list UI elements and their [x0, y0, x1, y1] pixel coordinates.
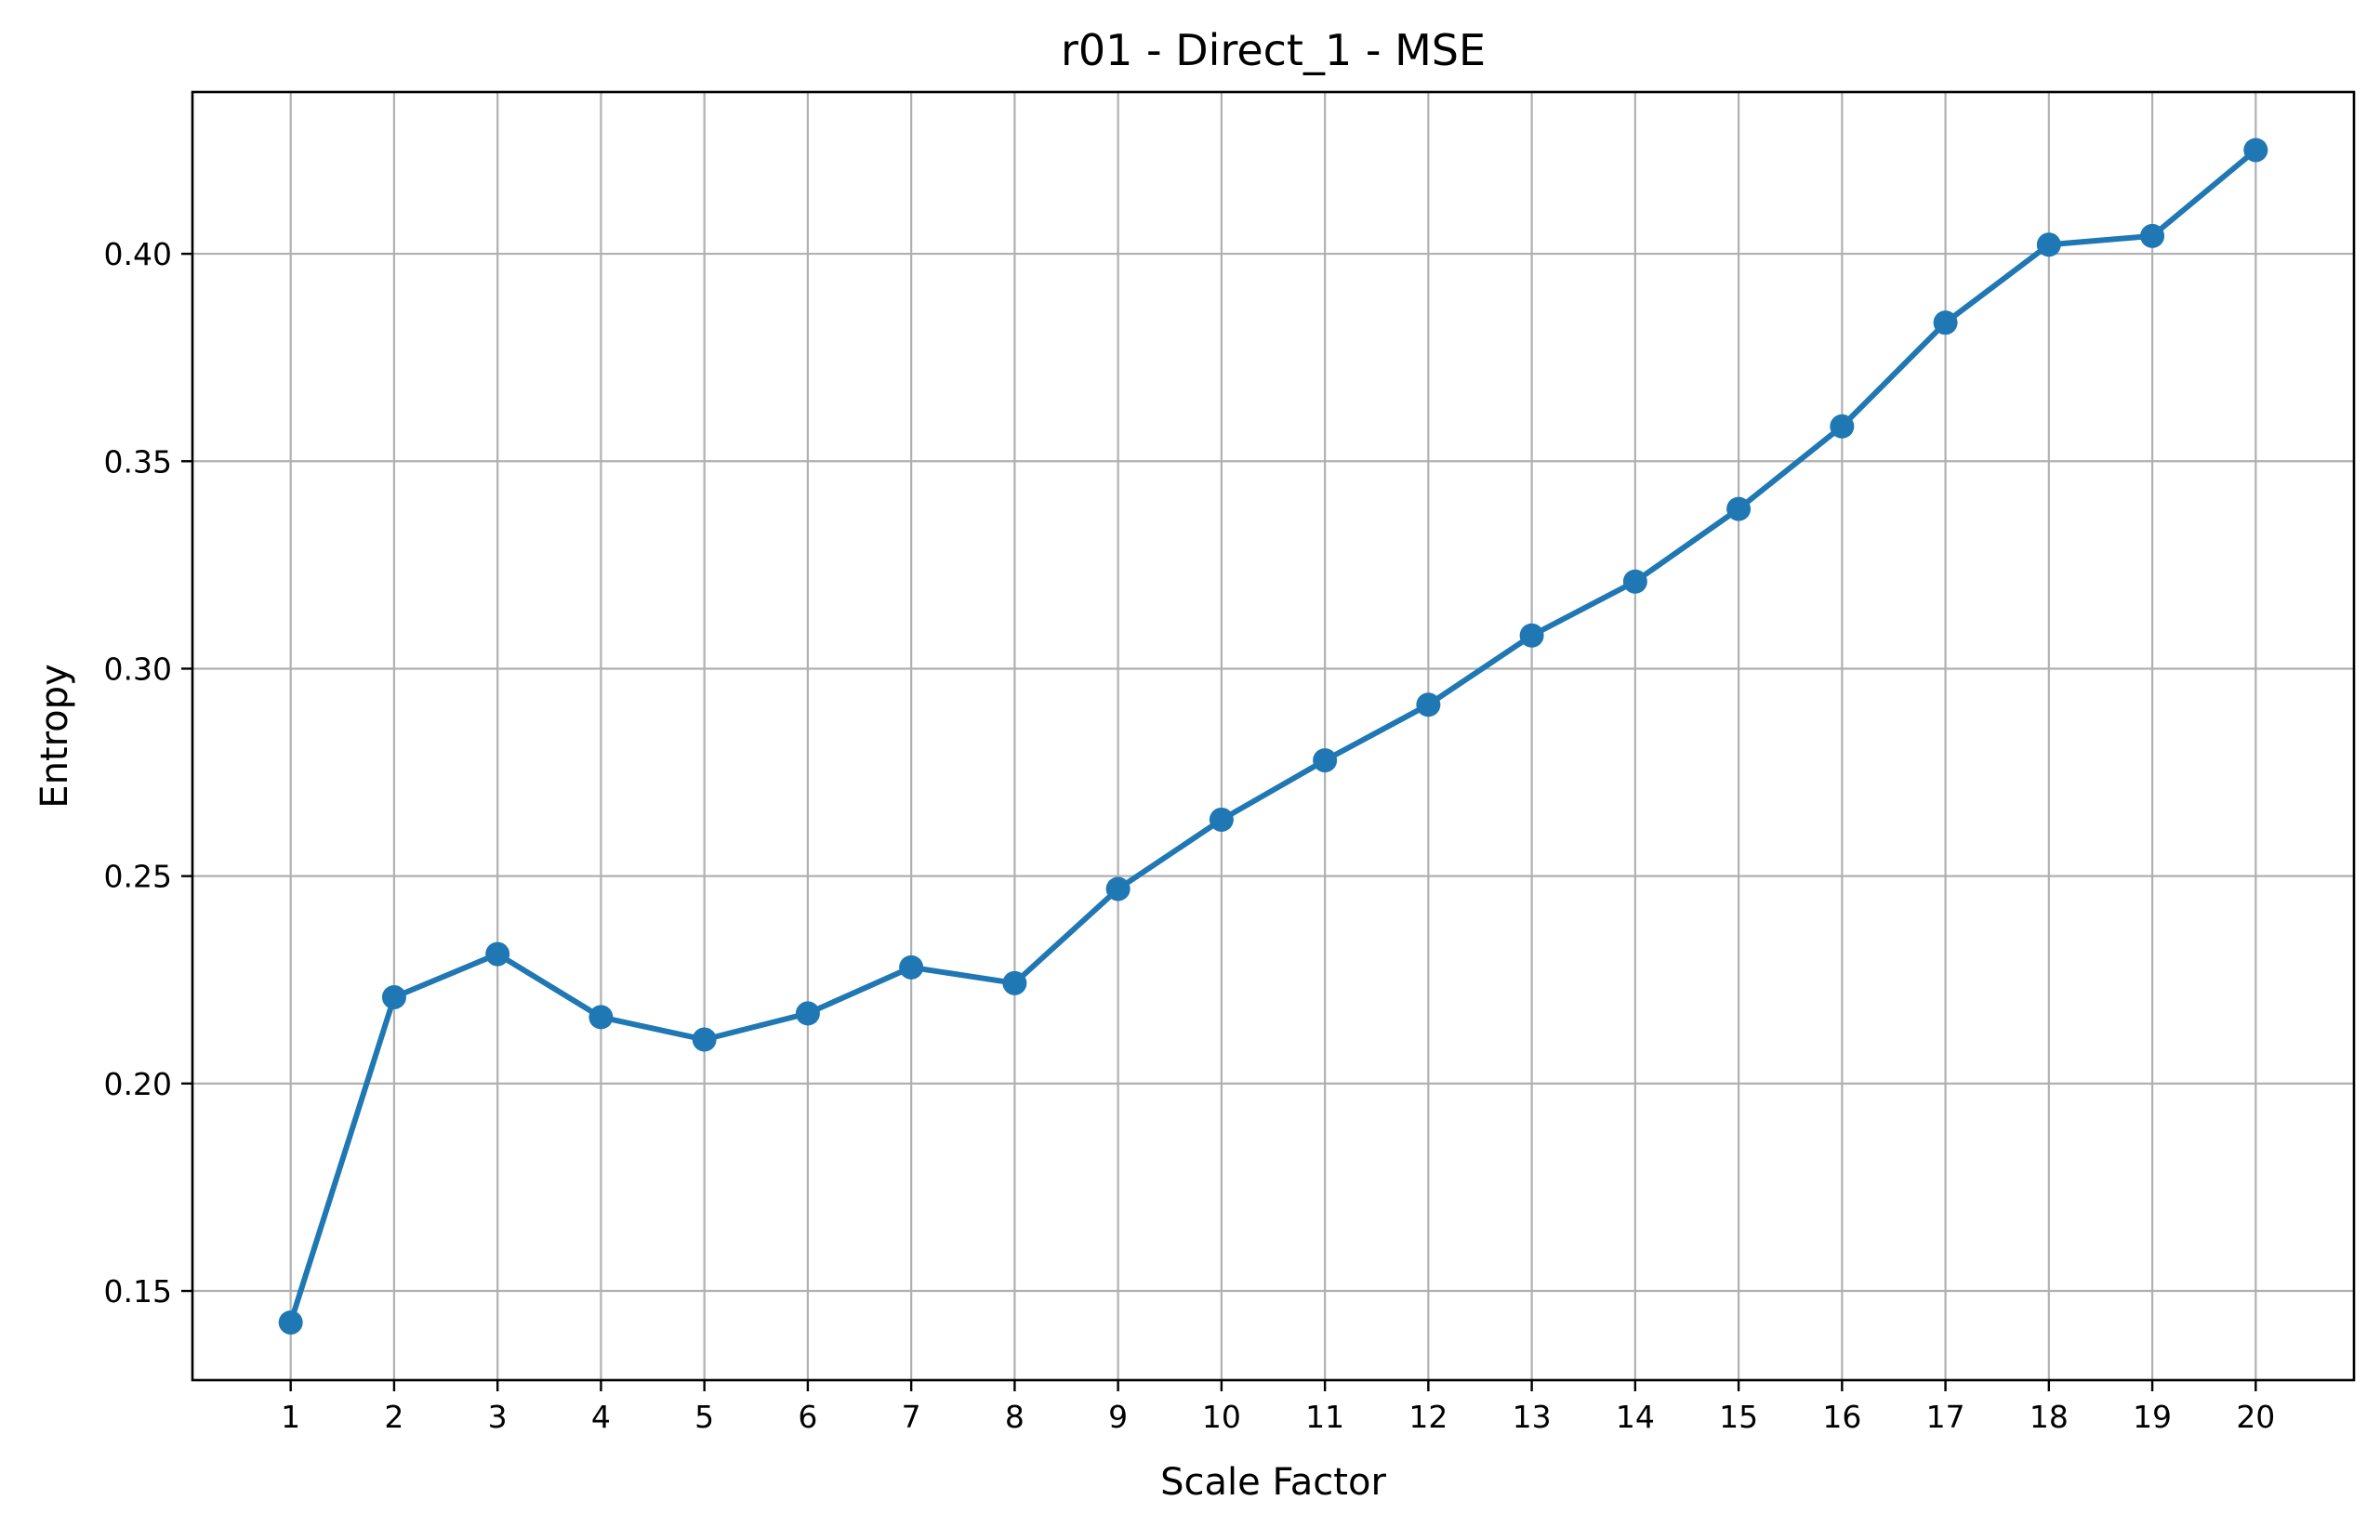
- x-tick-label: 10: [1202, 1399, 1241, 1435]
- x-tick-label: 11: [1305, 1399, 1344, 1435]
- data-point: [485, 941, 510, 967]
- grid-lines: [192, 92, 2354, 1380]
- data-point: [2243, 138, 2268, 163]
- data-point: [1313, 748, 1338, 773]
- x-tick-label: 19: [2133, 1399, 2172, 1435]
- y-tick-label: 0.40: [104, 236, 172, 272]
- y-tick-label: 0.15: [104, 1273, 172, 1310]
- plot-frame: [191, 90, 2356, 1382]
- data-point: [1105, 876, 1130, 902]
- data-point: [1933, 310, 1958, 336]
- y-tick-label: 0.20: [104, 1066, 172, 1102]
- data-point: [692, 1027, 717, 1052]
- data-point: [1209, 807, 1234, 832]
- x-tick-label: 12: [1408, 1399, 1448, 1435]
- x-tick-label: 18: [2030, 1399, 2069, 1435]
- x-tick-label: 6: [798, 1399, 817, 1435]
- x-tick-label: 17: [1926, 1399, 1965, 1435]
- data-point: [1830, 414, 1855, 439]
- x-tick-label: 20: [2236, 1399, 2275, 1435]
- data-point: [588, 1005, 614, 1030]
- series-layer: [278, 138, 2268, 1335]
- data-point: [278, 1310, 303, 1335]
- data-point: [1622, 569, 1647, 594]
- x-tick-label: 5: [694, 1399, 714, 1435]
- x-tick-label: 2: [384, 1399, 403, 1435]
- y-axis-label: Entropy: [33, 664, 76, 808]
- data-point: [795, 1001, 820, 1026]
- y-tick-label: 0.25: [104, 859, 172, 895]
- x-tick-label: 1: [281, 1399, 300, 1435]
- x-tick-label: 13: [1513, 1399, 1552, 1435]
- data-point: [899, 954, 924, 980]
- data-point: [381, 984, 406, 1009]
- x-axis-label: Scale Factor: [1160, 1461, 1386, 1504]
- series-line: [287, 147, 2259, 1325]
- chart-title: r01 - Direct_1 - MSE: [1061, 25, 1486, 75]
- ticks-layer: 1 2 3 4 5 6 7 8 9 10 11 12 13 14 15 16 17 18 19 200.150.200…: [104, 236, 2276, 1435]
- x-tick-label: 14: [1616, 1399, 1655, 1435]
- x-tick-label: 15: [1719, 1399, 1758, 1435]
- data-point: [2140, 223, 2165, 248]
- x-tick-label: 16: [1822, 1399, 1861, 1435]
- x-tick-label: 3: [488, 1399, 508, 1435]
- x-tick-label: 9: [1108, 1399, 1128, 1435]
- x-tick-label: 4: [591, 1399, 611, 1435]
- x-tick-label: 8: [1005, 1399, 1025, 1435]
- data-point: [2036, 232, 2061, 257]
- data-point: [1519, 623, 1544, 648]
- data-point: [1416, 692, 1441, 717]
- y-tick-label: 0.35: [104, 443, 172, 480]
- data-point: [1726, 496, 1752, 521]
- x-tick-label: 7: [902, 1399, 921, 1435]
- y-tick-label: 0.30: [104, 651, 172, 687]
- data-point: [1002, 970, 1027, 995]
